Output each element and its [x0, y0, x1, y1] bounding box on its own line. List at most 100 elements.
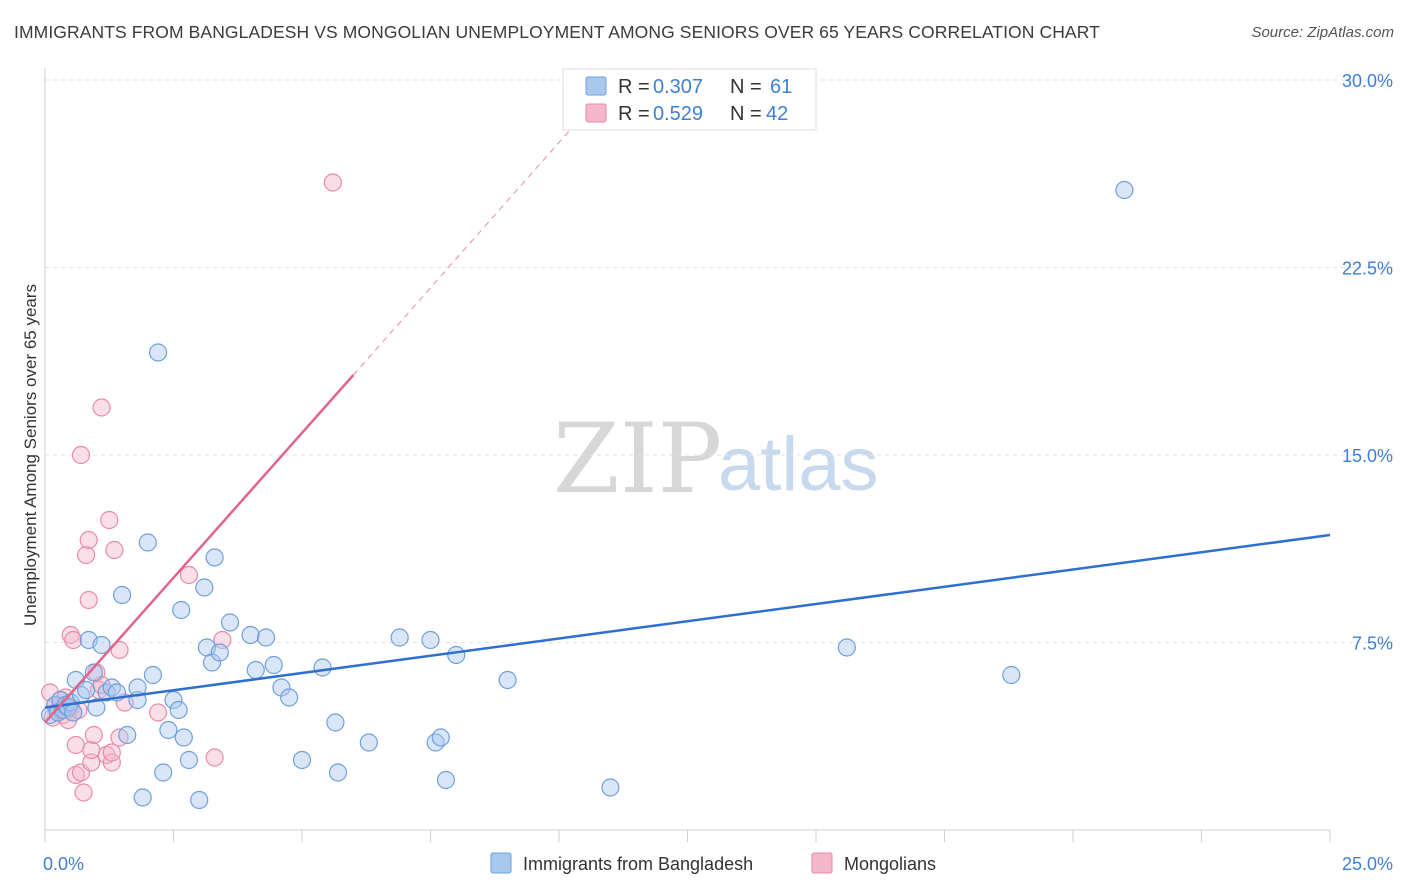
bangladesh-point-54 [426, 733, 445, 752]
bangladesh-point-11 [77, 680, 96, 700]
mongolians-point-12 [66, 765, 85, 785]
bangladesh-point-56 [436, 770, 456, 790]
source-credit: Source: ZipAtlas.com [1251, 24, 1394, 41]
legend-swatch-bangladesh [585, 76, 607, 96]
bottom-legend-swatch-bangladesh [490, 852, 512, 874]
bangladesh-point-43 [256, 628, 276, 647]
series-bangladesh-points [41, 180, 1134, 810]
bangladesh-point-53 [421, 630, 440, 650]
bangladesh-point-31 [172, 600, 191, 620]
bangladesh-point-60 [837, 638, 856, 657]
bangladesh-point-62 [1115, 180, 1134, 200]
mongolians-point-18 [77, 545, 96, 565]
bangladesh-point-37 [202, 653, 222, 672]
bangladesh-point-33 [179, 750, 199, 770]
bangladesh-point-51 [359, 733, 378, 752]
watermark-zip: ZIP [553, 403, 722, 515]
bottom-legend-label-bangladesh: Immigrants from Bangladesh [523, 854, 753, 874]
mongolians-point-37 [179, 565, 199, 585]
mongolians-point-30 [102, 753, 121, 772]
bottom-legend-swatch-mongolians [811, 852, 833, 874]
mongolians-point-13 [66, 735, 85, 755]
bangladesh-point-19 [112, 585, 132, 605]
x-tick-label-1: 25.0% [1342, 854, 1393, 874]
mongolians-point-17 [74, 783, 93, 802]
mongolians-point-10 [61, 625, 80, 645]
bangladesh-point-52 [390, 628, 409, 647]
bangladesh-point-48 [313, 658, 332, 677]
legend-r-label-2: R = [618, 103, 650, 125]
legend-r-value-1: 0.307 [653, 76, 703, 98]
mongolians-point-16 [71, 445, 91, 465]
mongolians-point-38 [205, 748, 224, 767]
mongolians-point-11 [64, 630, 83, 650]
bangladesh-point-58 [498, 670, 517, 690]
bangladesh-point-32 [174, 728, 193, 747]
bangladesh-point-14 [87, 698, 106, 717]
bangladesh-point-55 [431, 728, 450, 747]
bangladesh-point-57 [447, 645, 466, 665]
legend-r-value-2: 0.529 [653, 103, 703, 125]
y-tick-labels: 7.5% 15.0% 22.5% 30.0% [1342, 71, 1393, 654]
mongolians-point-32 [105, 540, 124, 560]
correlation-legend: R = 0.307 N = 61 R = 0.529 N = 42 [562, 68, 817, 131]
legend-swatch-mongolians [585, 103, 607, 123]
x-tick-labels: 0.0% 25.0% [43, 854, 1393, 874]
mongolians-trend-extension [353, 124, 575, 376]
bangladesh-point-8 [64, 703, 83, 722]
bangladesh-point-26 [148, 343, 168, 362]
x-tick-label-0: 0.0% [43, 854, 84, 874]
bangladesh-point-23 [133, 788, 152, 807]
bangladesh-point-42 [246, 660, 265, 680]
mongolians-point-21 [82, 753, 101, 772]
bangladesh-point-15 [92, 635, 111, 655]
mongolians-point-27 [92, 398, 111, 417]
mongolians-point-29 [100, 510, 119, 530]
bangladesh-point-30 [169, 700, 188, 720]
bangladesh-point-50 [328, 763, 348, 782]
bangladesh-point-40 [220, 613, 240, 632]
bangladesh-point-35 [195, 578, 214, 597]
bangladesh-point-28 [159, 720, 178, 740]
bangladesh-point-24 [138, 533, 157, 552]
mongolians-point-34 [110, 640, 129, 660]
bangladesh-point-25 [143, 665, 163, 685]
bangladesh-trend-line [44, 533, 1331, 709]
mongolians-point-22 [82, 740, 101, 760]
bangladesh-point-41 [241, 625, 260, 645]
bangladesh-point-38 [205, 548, 224, 567]
y-tick-label-1: 15.0% [1342, 446, 1393, 466]
mongolians-trend-line [44, 374, 355, 724]
y-tick-label-2: 22.5% [1342, 259, 1393, 279]
y-axis-label: Unemployment Among Seniors over 65 years [21, 284, 40, 626]
grid-lines [45, 79, 1395, 643]
legend-n-label-1: N = [730, 76, 762, 98]
legend-r-label-1: R = [618, 76, 650, 98]
bangladesh-point-44 [264, 655, 283, 675]
watermark: ZIP atlas [553, 403, 879, 515]
y-tick-label-3: 30.0% [1342, 71, 1393, 91]
y-tick-label-0: 7.5% [1352, 634, 1393, 654]
series-legend: Immigrants from Bangladesh Mongolians [490, 852, 936, 874]
mongolians-point-23 [84, 725, 103, 745]
bangladesh-point-61 [1002, 665, 1021, 685]
bangladesh-point-17 [102, 678, 121, 697]
watermark-atlas: atlas [718, 422, 879, 507]
bangladesh-point-20 [118, 725, 137, 745]
series-mongolians-points [41, 173, 342, 802]
bangladesh-point-49 [326, 713, 345, 732]
trend-lines [44, 124, 1331, 724]
legend-n-label-2: N = [730, 103, 762, 125]
bangladesh-point-39 [210, 643, 229, 662]
legend-n-value-2: 42 [766, 103, 788, 125]
mongolians-point-19 [79, 590, 98, 610]
bangladesh-point-13 [84, 663, 103, 682]
bangladesh-point-47 [292, 750, 312, 770]
bangladesh-point-34 [190, 790, 209, 810]
mongolians-point-36 [148, 703, 168, 722]
bangladesh-point-45 [272, 678, 291, 697]
mongolians-point-40 [323, 173, 342, 192]
bottom-legend-label-mongolians: Mongolians [844, 854, 936, 874]
chart-title: IMMIGRANTS FROM BANGLADESH VS MONGOLIAN … [14, 22, 1100, 42]
